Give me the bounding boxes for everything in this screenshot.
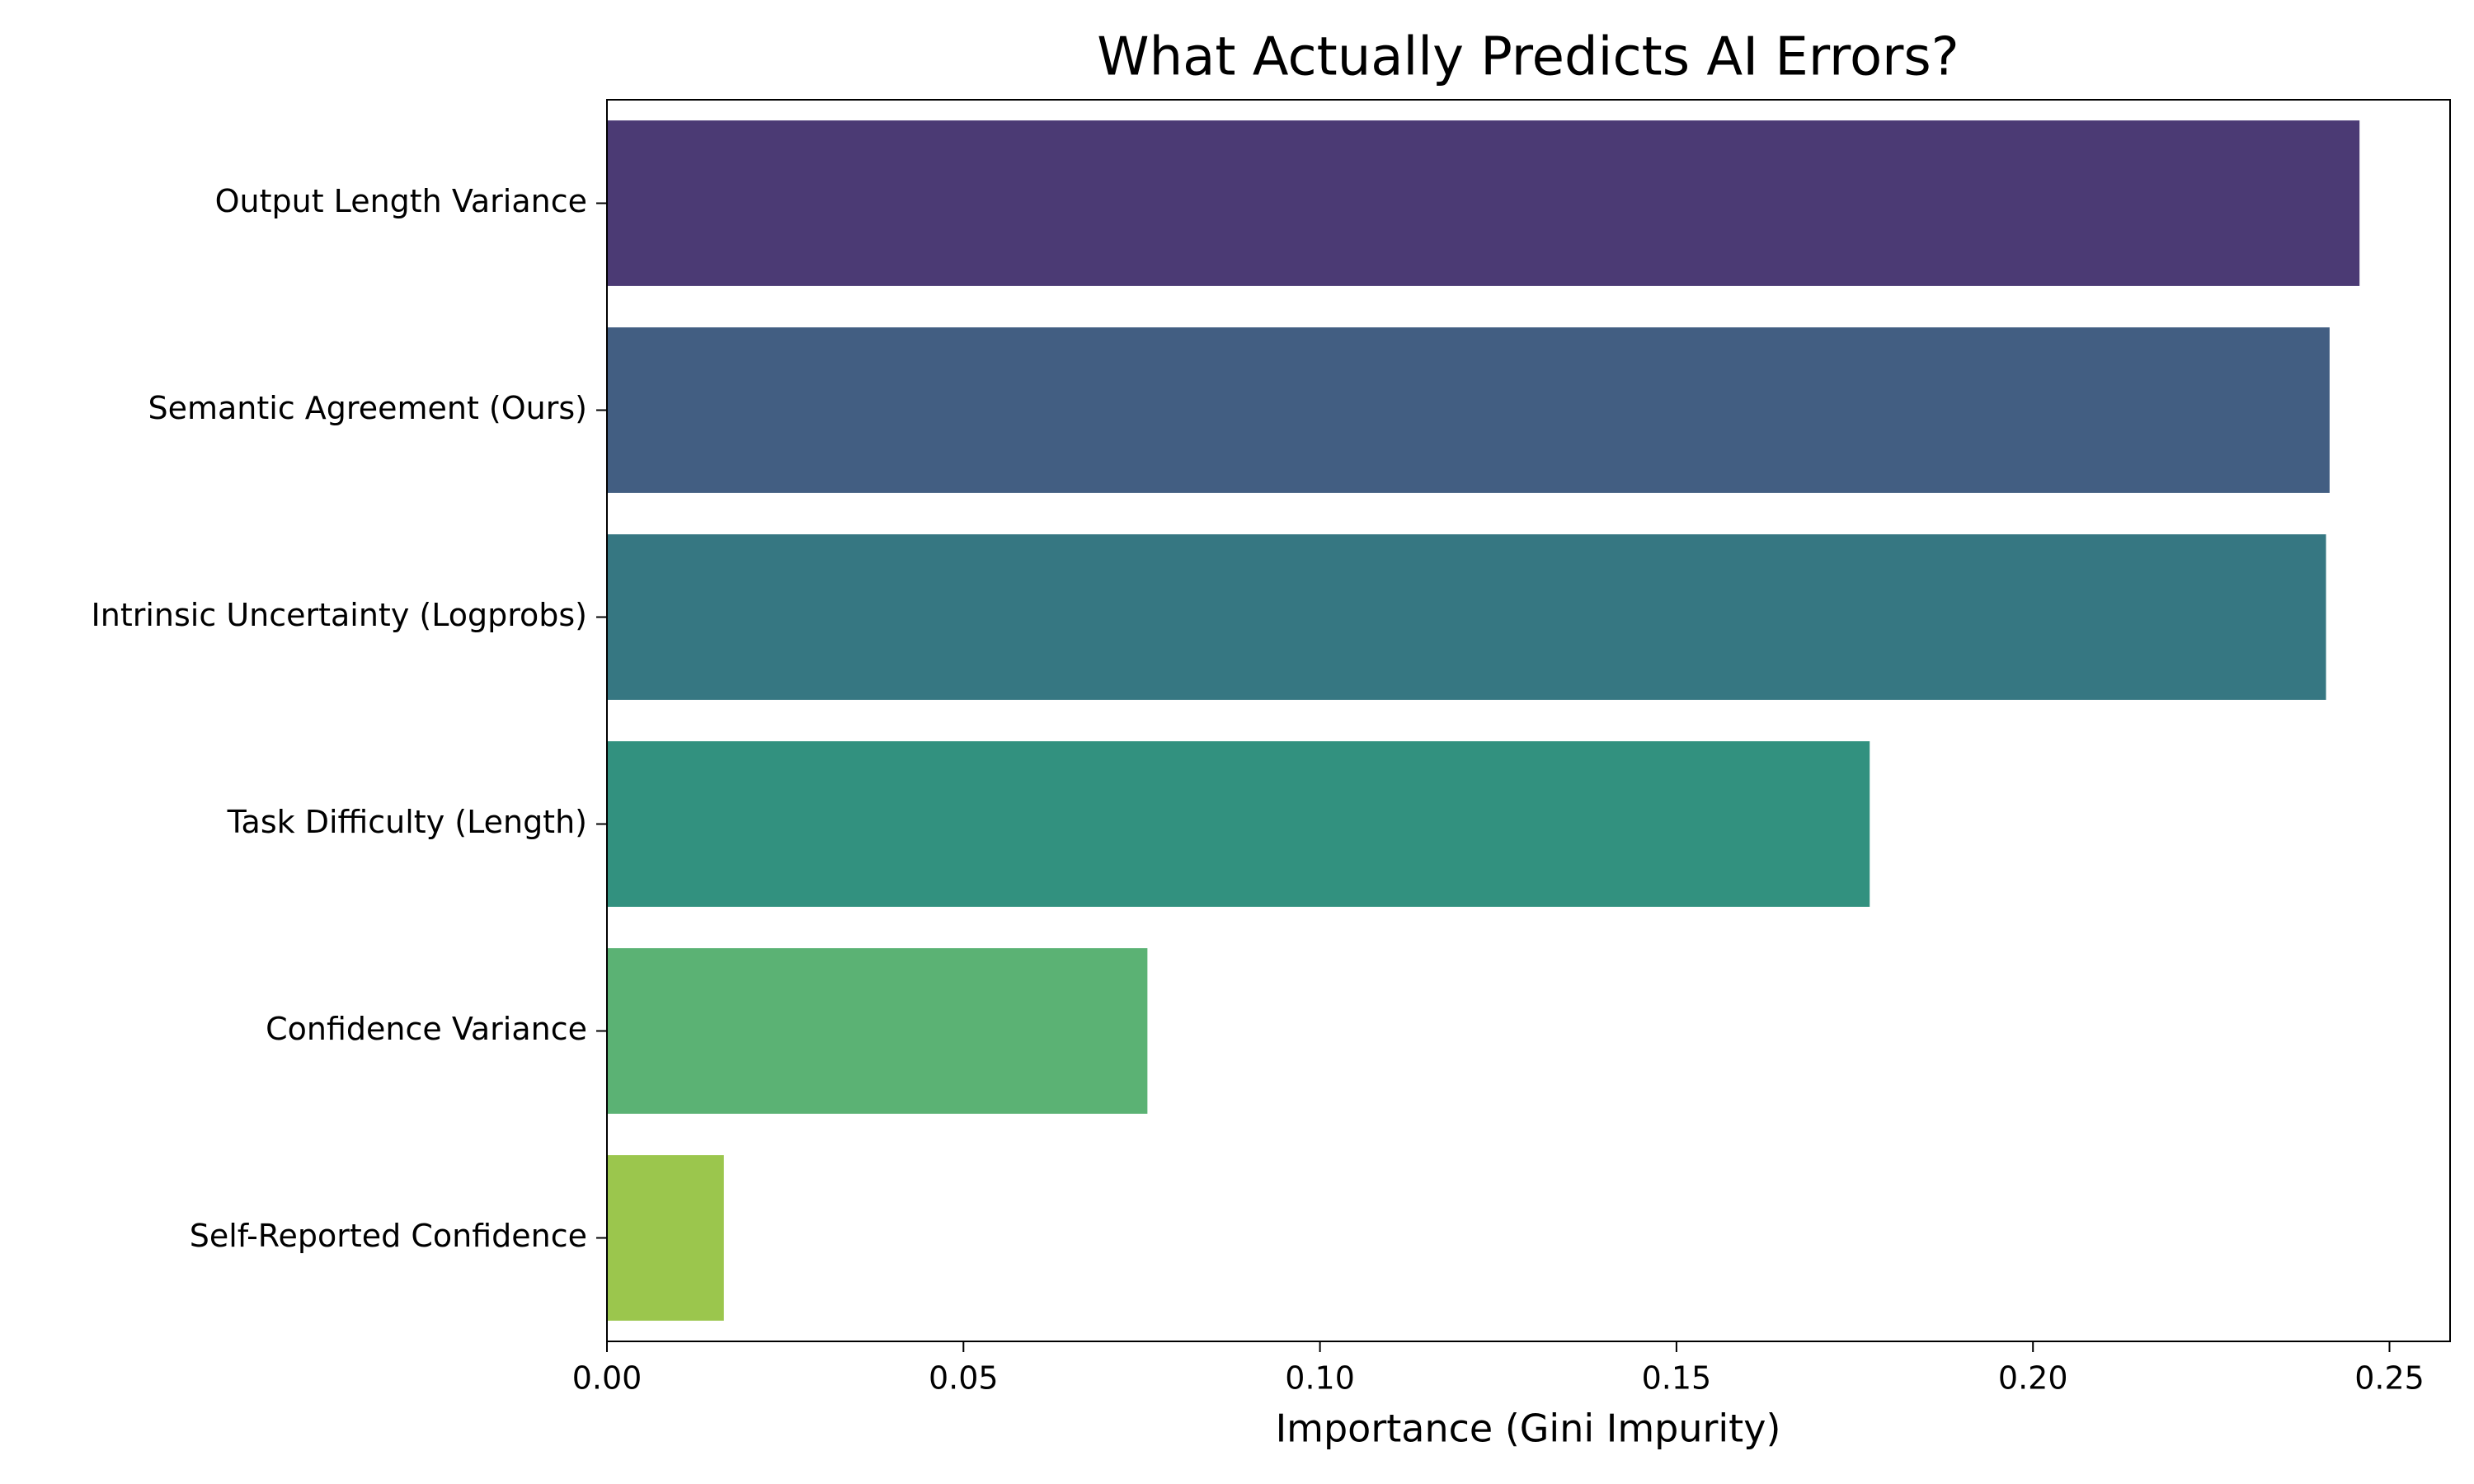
y-tick-label: Self-Reported Confidence bbox=[190, 1218, 587, 1254]
x-tick-label: 0.00 bbox=[572, 1360, 642, 1397]
y-tick-label: Task Difficulty (Length) bbox=[227, 804, 587, 840]
bar bbox=[607, 534, 2326, 700]
x-tick-label: 0.05 bbox=[929, 1360, 999, 1397]
bar bbox=[607, 741, 1870, 907]
x-axis-label: Importance (Gini Impurity) bbox=[1276, 1407, 1781, 1451]
bar bbox=[607, 948, 1148, 1114]
bar bbox=[607, 327, 2330, 493]
y-tick-label: Output Length Variance bbox=[215, 183, 587, 219]
x-tick-label: 0.20 bbox=[1998, 1360, 2068, 1397]
bar bbox=[607, 120, 2360, 286]
plot-frame bbox=[606, 99, 2451, 1342]
x-tick-label: 0.25 bbox=[2354, 1360, 2425, 1397]
y-tick-label: Semantic Agreement (Ours) bbox=[148, 390, 587, 426]
x-tick-label: 0.10 bbox=[1285, 1360, 1355, 1397]
y-tick-label: Confidence Variance bbox=[266, 1011, 587, 1047]
x-tick-label: 0.15 bbox=[1642, 1360, 1712, 1397]
y-tick-label: Intrinsic Uncertainty (Logprobs) bbox=[92, 597, 587, 633]
chart-title: What Actually Predicts AI Errors? bbox=[1097, 27, 1959, 88]
bar bbox=[607, 1155, 724, 1321]
